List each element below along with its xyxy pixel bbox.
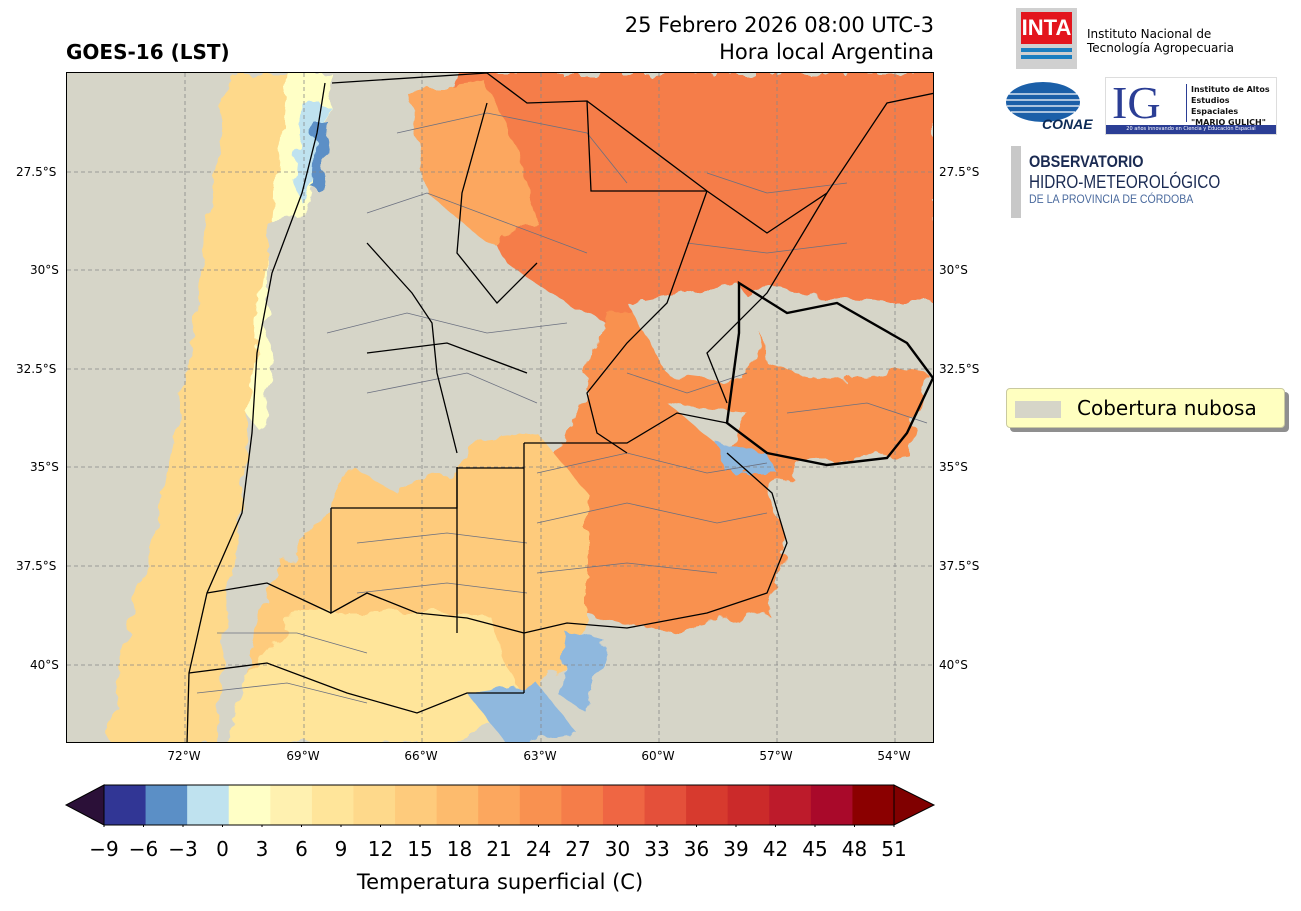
temperature-map [66, 72, 934, 743]
obs-line1: OBSERVATORIO [1029, 152, 1144, 171]
conae-text: CONAE [1042, 116, 1093, 132]
colorbar-cell [727, 785, 770, 825]
inta-mark: INTA [1021, 12, 1072, 44]
colorbar-tick-label: 33 [644, 837, 670, 861]
colorbar-cell [270, 785, 313, 825]
ig-logo: IG Instituto de Altos Estudios Espaciale… [1105, 77, 1277, 135]
colorbar-tick-label: 30 [604, 837, 631, 861]
colorbar-cell [478, 785, 521, 825]
colorbar-cell [228, 785, 271, 825]
observatorio-bar [1011, 146, 1021, 218]
colorbar-cell [769, 785, 812, 825]
graticule [67, 73, 933, 742]
lat-label-left: 35°S [30, 460, 59, 474]
colorbar-tick-label: −3 [168, 837, 198, 861]
obs-line3: DE LA PROVINCIA DE CÓRDOBA [1029, 192, 1194, 206]
lat-label-right: 37.5°S [939, 559, 980, 573]
lat-label-left: 40°S [30, 658, 59, 672]
colorbar-cell [644, 785, 687, 825]
colorbar-cell [436, 785, 479, 825]
date-line: 25 Febrero 2026 08:00 UTC-3 [624, 13, 934, 37]
ig-mark: IG [1112, 77, 1161, 128]
inta-logo: INTA [1016, 8, 1077, 69]
colorbar-over-arrow [893, 784, 936, 826]
lat-label-left: 30°S [30, 263, 59, 277]
colorbar-tick-label: −6 [128, 837, 159, 861]
colorbar-cell [852, 785, 895, 825]
uruguay-border [725, 280, 933, 467]
lon-label: 69°W [286, 749, 320, 763]
department-boundaries [196, 112, 928, 704]
lat-label-right: 27.5°S [939, 165, 980, 179]
lon-label: 60°W [641, 749, 675, 763]
northeast-warm-region [407, 73, 933, 333]
ig-text: Instituto de Altos Estudios Espaciales "… [1191, 85, 1270, 127]
colorbar-cell [395, 785, 438, 825]
timezone-line: Hora local Argentina [719, 40, 934, 64]
colorbar-cell [104, 785, 147, 825]
colorbar-tick-label: 3 [255, 837, 269, 861]
colorbar-label: Temperatura superficial (C) [356, 870, 644, 894]
province-borders [186, 73, 933, 742]
colorbar-tick-label: 45 [802, 837, 828, 861]
colorbar-cell [686, 785, 729, 825]
inta-line: Tecnología Agropecuaria [1087, 41, 1235, 55]
ig-banner: 20 años innovando en Ciencia y Educación… [1106, 125, 1276, 134]
conae-logo: CONAE [1004, 80, 1093, 132]
colorbar-tick-label: 48 [841, 837, 868, 861]
map-canvas [67, 73, 933, 742]
colorbar-cell [145, 785, 188, 825]
colorbar-tick-label: 12 [367, 837, 394, 861]
lat-label-left: 37.5°S [16, 559, 57, 573]
colorbar-tick-label: 18 [446, 837, 473, 861]
colorbar-cell [353, 785, 396, 825]
lon-label: 66°W [404, 749, 438, 763]
colorbar-tick-label: 51 [881, 837, 907, 861]
lat-label-right: 32.5°S [939, 362, 980, 376]
colorbar-tick-label: 0 [216, 837, 229, 861]
colorbar-tick-label: 27 [565, 837, 591, 861]
lon-label: 72°W [167, 749, 201, 763]
colorbar-tick-label: 36 [683, 837, 710, 861]
lat-label-left: 32.5°S [16, 362, 57, 376]
colorbar-tick-label: −9 [89, 837, 119, 861]
colorbar-tick-label: 6 [295, 837, 308, 861]
lon-label: 57°W [759, 749, 793, 763]
lat-label-right: 35°S [939, 460, 968, 474]
lon-label: 63°W [523, 749, 557, 763]
colorbar-tick-label: 9 [334, 837, 348, 861]
inta-line: Instituto Nacional de [1087, 27, 1212, 41]
colorbar-tick-label: 15 [407, 837, 433, 861]
colorbar-under-arrow [64, 784, 105, 826]
lat-label-right: 30°S [939, 263, 968, 277]
cloud-legend: Cobertura nubosa [1006, 388, 1285, 428]
colorbar-cell [602, 785, 646, 825]
lon-label: 54°W [877, 749, 911, 763]
colorbar [64, 784, 936, 827]
observatorio-logo: OBSERVATORIO HIDRO-METEOROLÓGICO DE LA P… [1029, 152, 1254, 206]
colorbar-cell [561, 785, 604, 825]
colorbar-tick-label: 21 [486, 837, 512, 861]
colorbar-cell [810, 785, 853, 825]
colorbar-tick-label: 42 [762, 837, 789, 861]
inta-text: Instituto Nacional de Tecnología Agropec… [1087, 27, 1234, 55]
colorbar-cell [311, 785, 354, 825]
colorbar-cell [187, 785, 230, 825]
cloud-legend-swatch [1015, 401, 1061, 418]
cloud-legend-label: Cobertura nubosa [1077, 396, 1257, 420]
colorbar-cell [519, 785, 562, 825]
map-title: GOES-16 (LST) [66, 40, 230, 64]
obs-line2: HIDRO-METEOROLÓGICO [1029, 172, 1221, 192]
colorbar-tick-label: 39 [723, 837, 749, 861]
timestamp-block: 25 Febrero 2026 08:00 UTC-3 Hora local A… [625, 12, 934, 66]
lat-label-left: 27.5°S [16, 165, 57, 179]
colorbar-tick-label: 24 [525, 837, 552, 861]
lat-label-right: 40°S [939, 658, 968, 672]
